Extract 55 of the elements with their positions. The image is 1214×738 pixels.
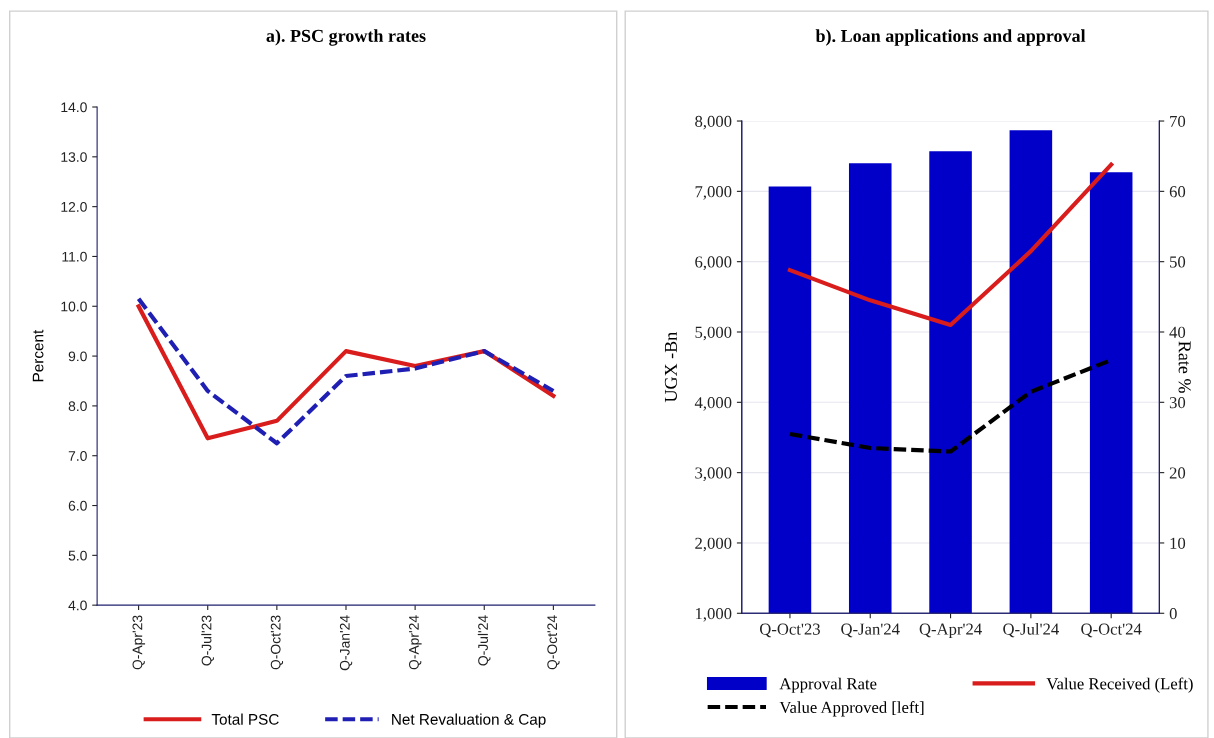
y-tick-label: 9.0 [68,351,87,362]
bar [929,151,972,614]
y2-tick-label: 40 [1169,326,1186,338]
y-tick-label: 5,000 [695,326,732,341]
y-tick-label: 7,000 [695,186,732,200]
legend-label: Approval Rate [779,677,877,693]
y-tick-label: 1,000 [696,607,732,622]
x-tick-label: Q-Apr'24 [919,623,982,639]
y2-tick-label: 70 [1170,115,1186,127]
x-tick-label: Q-Jul'23 [201,615,214,666]
x-tick-label: Q-Oct'23 [270,615,284,670]
x-tick-label: Q-Apr'23 [132,615,146,670]
legend-label: Net Revaluation & Cap [392,713,546,728]
y2-tick-label: 60 [1169,186,1186,198]
y-axis-title: UGX -Bn [664,332,677,403]
line-series [787,162,1114,328]
y-tick-label: 10.0 [61,301,87,312]
x-tick-label: Q-Apr'24 [409,615,422,670]
bar [848,163,892,614]
y-tick-label: 4,000 [694,397,732,411]
legend-label: Value Received (Left) [1046,677,1193,693]
chart-title: a). PSC growth rates [266,29,426,46]
y2-axis-title: Rate % [1178,341,1191,393]
x-tick-label: Q-Jan'24 [841,623,900,638]
y2-tick-label: 20 [1169,467,1186,479]
y-tick-label: 7.0 [68,451,87,461]
x-tick-label: Q-Oct'24 [1081,623,1142,638]
bar [768,186,812,614]
y2-tick-label: 50 [1170,256,1186,268]
x-tick-label: Q-Jul'24 [1003,623,1059,638]
x-tick-label: Q-Oct'23 [759,623,820,638]
y-tick-label: 14.0 [61,102,87,113]
y-tick-label: 11.0 [62,251,87,262]
y-tick-label: 3,000 [695,467,732,481]
bar [1009,130,1053,614]
x-tick-label: Q-Jul'24 [477,615,491,666]
y-tick-label: 6.0 [68,500,87,511]
y-tick-label: 4.0 [68,600,87,611]
y2-tick-label: 10 [1170,537,1186,549]
y-tick-label: 5.0 [68,550,87,561]
y-tick-label: 2,000 [695,537,732,552]
bar [1089,172,1133,614]
y-tick-label: 12.0 [61,201,87,212]
y-tick-label: 13.0 [61,152,87,162]
y-axis-title: Percent [32,329,44,382]
x-tick-label: Q-Jan'24 [339,615,353,671]
x-tick-label: Q-Oct'24 [547,615,560,670]
y2-tick-label: 30 [1169,397,1186,409]
y2-tick-label: 0 [1169,607,1177,620]
y-tick-label: 8.0 [68,401,87,412]
chart-title: b). Loan applications and approval [815,29,1086,46]
y-tick-label: 6,000 [695,256,732,271]
legend-label: Value Approved [left] [779,701,924,717]
y-tick-label: 8,000 [695,115,732,130]
legend-label: Total PSC [211,713,279,725]
